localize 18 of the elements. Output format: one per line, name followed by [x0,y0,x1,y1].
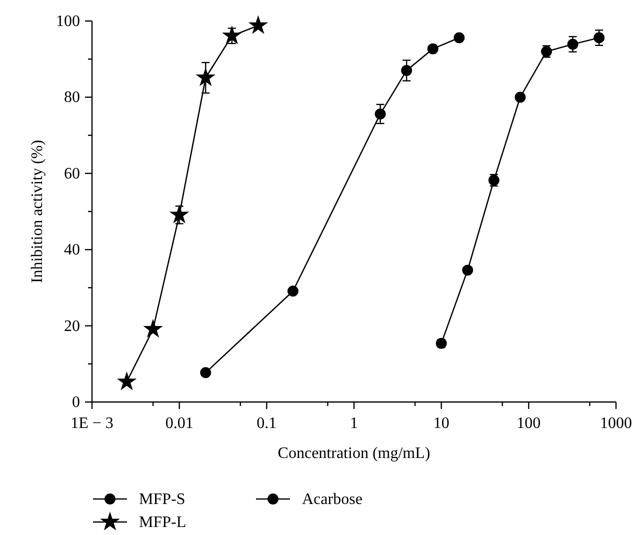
y-tick-label: 40 [64,242,80,259]
y-tick-label: 20 [64,318,80,335]
x-tick-label: 0.1 [256,415,277,432]
y-axis-title: Inhibition activity (%) [29,140,46,284]
y-tick-label: 60 [64,165,80,182]
x-tick-label: 1E − 3 [70,415,114,432]
x-tick-label: 10 [433,415,450,432]
y-tick-label: 100 [56,13,80,30]
x-tick-label: 1 [350,415,358,432]
legend-label: Acarbose [302,491,362,508]
x-tick-label: 1000 [600,415,632,432]
legend-label: MFP-S [139,491,186,508]
x-tick-label: 100 [516,415,541,432]
legend-label: MFP-L [139,514,186,531]
x-axis-title: Concentration (mg/mL) [278,445,430,462]
y-tick-label: 0 [72,394,80,411]
y-tick-label: 80 [64,89,80,106]
x-tick-label: 0.01 [165,415,194,432]
